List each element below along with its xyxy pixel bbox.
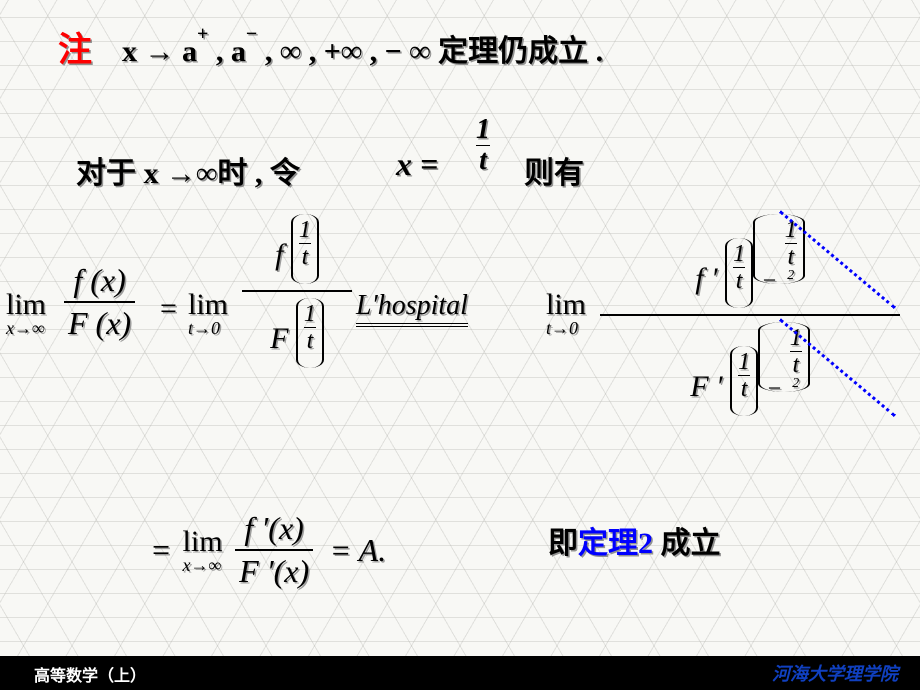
n5: 1	[738, 350, 750, 374]
n1: 1	[299, 218, 311, 242]
t2b: t	[790, 353, 802, 377]
num-1: 1	[476, 116, 490, 144]
frac-fprime-Fprime: f ′ 1 t − 1 t2 F	[600, 214, 900, 416]
minus-1: −	[761, 268, 777, 294]
tail-text: 即定理2 成立	[548, 518, 721, 562]
lhospital-label: L′hospital	[356, 290, 468, 322]
footer-right: 河海大学理学院	[772, 660, 898, 686]
num-fprimex: f ′(x)	[235, 510, 313, 547]
den-t: t	[476, 147, 490, 175]
note-body-3: , ∞ , +∞ , − ∞ 定理仍成立 .	[257, 35, 603, 68]
note-label: 注	[58, 32, 92, 69]
line2-left: 对于 x →∞时 , 令	[76, 148, 300, 192]
lim-sub-1: x→∞	[6, 318, 46, 339]
d5: t	[738, 377, 750, 401]
lim3: lim t→0	[546, 288, 586, 339]
t2a: t	[785, 245, 797, 269]
minus-2: −	[766, 376, 782, 402]
sq2: 2	[792, 376, 799, 391]
d3: t	[733, 269, 745, 293]
f-sym: f	[275, 238, 283, 271]
frac-fx-Fx: f (x) F (x)	[64, 262, 135, 342]
lim-text-4: lim	[183, 525, 223, 559]
frac-f1t-F1t: f 1 t F 1 t	[242, 214, 352, 368]
note-body-1: x → a	[122, 35, 197, 68]
d1: t	[299, 245, 311, 269]
line2-right: 则有	[524, 148, 584, 192]
sup-plus: +	[197, 23, 208, 45]
den-Fx: F (x)	[64, 305, 135, 342]
d4: t2	[785, 245, 797, 293]
sq1: 2	[787, 268, 794, 283]
sup-minus: −	[246, 23, 257, 45]
note-line: 注 x → a+ , a− , ∞ , +∞ , − ∞ 定理仍成立 .	[58, 22, 603, 71]
lim-text-3: lim	[546, 288, 586, 322]
d6: t2	[790, 353, 802, 401]
d2: t	[304, 329, 316, 353]
footer-left: 高等数学（上）	[34, 662, 146, 686]
den-Fprimex: F ′(x)	[235, 553, 313, 590]
equals-1: =	[160, 292, 177, 326]
lhop-text: L′hospital	[356, 290, 468, 327]
lim2: lim t→0	[188, 288, 228, 339]
lim-sub-4: x→∞	[183, 555, 223, 576]
F-sym: F	[270, 322, 288, 355]
n2: 1	[304, 302, 316, 326]
eq-x: x =	[396, 146, 438, 183]
n3: 1	[733, 242, 745, 266]
footer-bar: 高等数学（上） 河海大学理学院	[0, 662, 920, 690]
lim1: lim x→∞	[6, 288, 46, 339]
eq-A: = A.	[330, 532, 387, 568]
tail-3: 成立	[653, 527, 721, 560]
note-body-2: , a	[208, 35, 246, 68]
lim-text-1: lim	[6, 288, 46, 322]
tail-1: 即	[548, 527, 578, 560]
tail-2: 定理2	[578, 527, 653, 560]
fprime-sym: f ′	[695, 262, 717, 295]
lim-text-2: lim	[188, 288, 228, 322]
frac-1-over-t: 1 t	[476, 116, 490, 177]
num-fx: f (x)	[64, 262, 135, 299]
slide-content: 注 x → a+ , a− , ∞ , +∞ , − ∞ 定理仍成立 . 对于 …	[0, 0, 920, 690]
Fprime-sym: F ′	[690, 370, 722, 403]
eq-final: = lim x→∞ f ′(x) F ′(x) = A.	[152, 510, 386, 590]
